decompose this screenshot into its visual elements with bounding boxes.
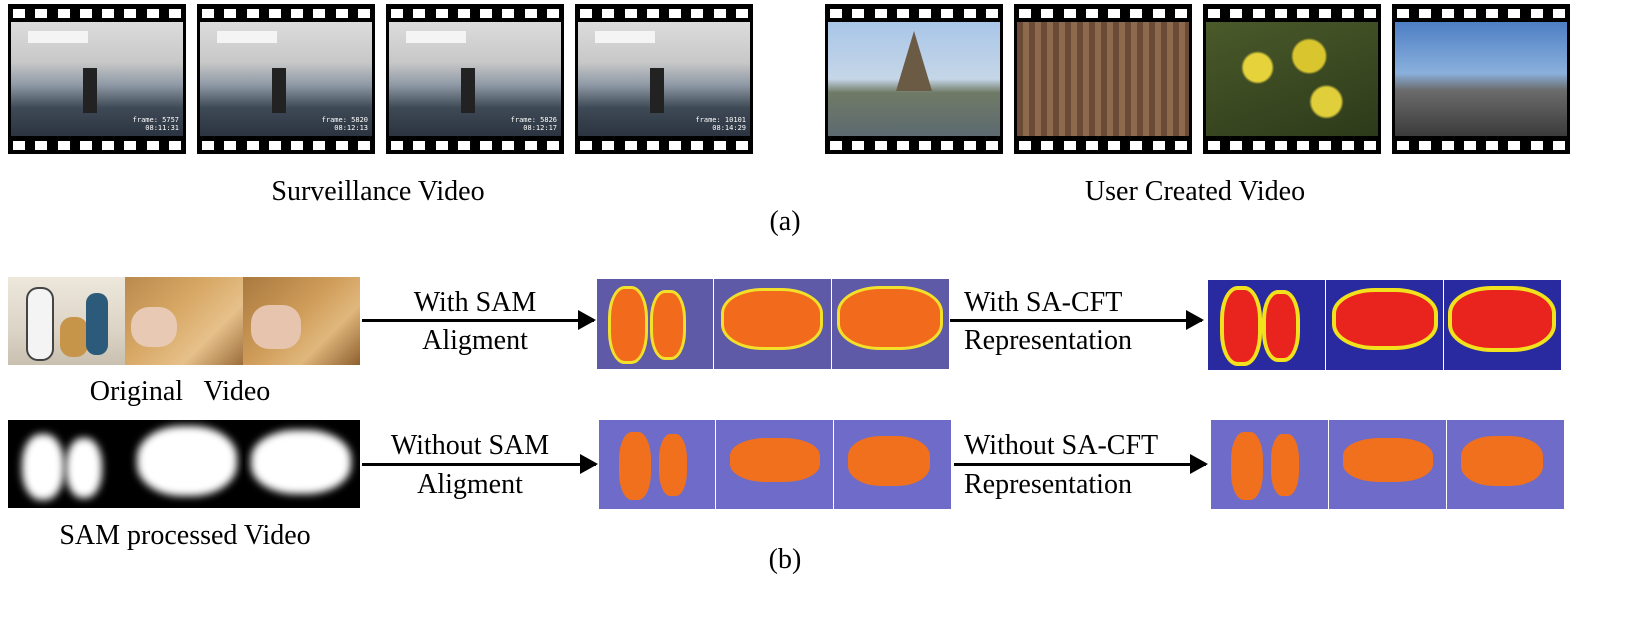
sam-processed-frame-3 [243,420,360,508]
surveillance-video-label: Surveillance Video [271,176,485,207]
dog-segment [730,438,820,482]
film-perforations [8,4,186,22]
dog-silhouette [60,317,88,357]
sam-processed-frame-1 [8,420,125,508]
eiffel-tower-image [828,22,1000,136]
tower-silhouette [896,31,932,92]
caption-a: (a) [769,206,801,237]
film-perforations [386,136,564,154]
person-segment [653,293,683,357]
original-video-frame-2 [125,277,243,365]
film-perforations [1014,4,1192,22]
without-sam-segmentation-frame-3 [834,420,951,509]
person-segment [1231,432,1263,500]
dog-segment [1461,436,1543,486]
film-perforations [825,4,1003,22]
film-perforations [1392,4,1570,22]
without-sacft-frame-3 [1447,420,1564,509]
without-sam-arrow [362,454,598,474]
without-sacft-label-line-2: Representation [964,469,1132,500]
without-sam-label-line-1: Without SAM [390,430,550,461]
with-sam-segmentation-frame-2 [714,279,831,369]
film-perforations [197,4,375,22]
user-video-frame-2 [1014,4,1192,154]
user-created-video-label: User Created Video [1084,176,1306,207]
dog-segment [1343,438,1433,482]
original-video-frame-3 [243,277,360,365]
with-sacft-frame-2 [1326,280,1443,370]
without-sacft-label-line-1: Without SA-CFT [964,430,1159,461]
film-perforations [1203,136,1381,154]
without-sacft-arrow [954,454,1208,474]
film-perforations [386,4,564,22]
mask-blob [137,426,237,496]
dog-segment [848,436,930,486]
surveillance-frame-1: frame: 5757 08:11:31 [8,4,186,154]
with-sacft-frame-1 [1208,280,1325,370]
with-sacft-frame-3 [1444,280,1561,370]
with-sam-segmentation-frame-3 [832,279,949,369]
with-sacft-label-line-2: Representation [964,325,1132,356]
surveillance-frame-2: frame: 5820 08:12:13 [197,4,375,154]
without-sam-label-line-2: Aligment [417,469,523,500]
film-perforations [197,136,375,154]
film-perforations [575,4,753,22]
person-segment [611,289,645,361]
original-video-frame-1 [8,277,125,365]
timestamp-overlay: frame: 5820 08:12:13 [321,116,368,132]
sam-processed-frame-2 [125,420,243,508]
with-sam-label-line-1: With SAM [413,287,537,318]
mask-blob [22,434,64,500]
tower-structure-image [1017,22,1189,136]
user-video-frame-4 [1392,4,1570,154]
person-silhouette [28,289,52,359]
hand-silhouette [131,307,177,347]
caption-b: (b) [768,544,802,575]
person-segment [1224,290,1258,362]
dog-segment [840,289,940,347]
with-sacft-label-line-1: With SA-CFT [964,287,1123,318]
person-segment [1271,434,1299,496]
office-scene-image: frame: 5820 08:12:13 [200,22,372,136]
without-sacft-frame-2 [1329,420,1446,509]
person-segment [659,434,687,496]
film-perforations [8,136,186,154]
user-video-frame-3 [1203,4,1381,154]
dog-segment [1336,292,1434,346]
without-sam-segmentation-frame-1 [599,420,715,509]
person-silhouette [86,293,108,355]
with-sam-segmentation-frame-1 [597,279,713,369]
with-sam-label-line-2: Aligment [422,325,528,356]
original-video-label: Original Video [89,376,271,407]
mask-blob [251,430,351,494]
timestamp-overlay: frame: 5757 08:11:31 [132,116,179,132]
yellow-flowers-image [1206,22,1378,136]
film-perforations [825,136,1003,154]
film-perforations [1392,136,1570,154]
film-perforations [1014,136,1192,154]
timestamp-overlay: frame: 10101 08:14:29 [695,116,746,132]
without-sam-segmentation-frame-2 [716,420,833,509]
person-segment [1266,294,1296,358]
surveillance-frame-3: frame: 5826 08:12:17 [386,4,564,154]
dog-segment [1452,290,1552,348]
dog-segment [724,291,820,347]
person-segment [619,432,651,500]
surveillance-frame-4: frame: 10101 08:14:29 [575,4,753,154]
mask-blob [66,438,102,498]
with-sacft-arrow [950,310,1204,330]
with-sam-arrow [362,310,596,330]
film-perforations [575,136,753,154]
without-sacft-frame-1 [1211,420,1328,509]
office-scene-image: frame: 5757 08:11:31 [11,22,183,136]
plaza-crowd-image [1395,22,1567,136]
timestamp-overlay: frame: 5826 08:12:17 [510,116,557,132]
office-scene-image: frame: 5826 08:12:17 [389,22,561,136]
office-scene-image: frame: 10101 08:14:29 [578,22,750,136]
film-perforations [1203,4,1381,22]
sam-processed-video-label: SAM processed Video [59,520,311,551]
hand-silhouette [251,305,301,349]
user-video-frame-1 [825,4,1003,154]
